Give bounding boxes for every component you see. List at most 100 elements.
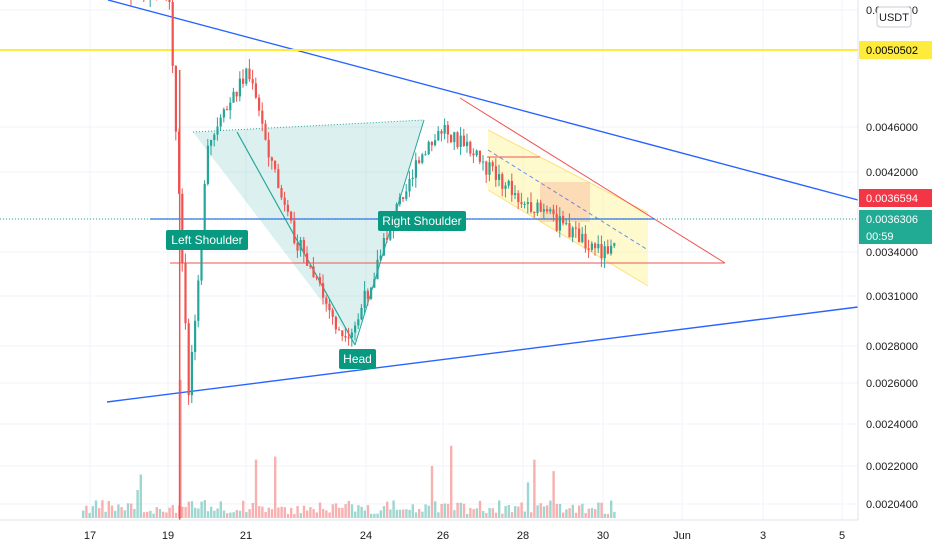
volume-bar — [158, 509, 162, 518]
volume-bar — [296, 506, 299, 518]
volume-bar — [117, 504, 120, 518]
candle-body — [168, 0, 171, 3]
volume-bar — [210, 506, 213, 518]
candle-body — [491, 162, 494, 167]
candle-body — [571, 227, 574, 238]
volume-bars — [82, 380, 616, 518]
volume-bar — [341, 507, 344, 518]
candle-body — [610, 245, 613, 254]
candle-body — [331, 310, 334, 317]
candle-body — [341, 330, 344, 337]
candle-body — [354, 325, 357, 333]
upper-trendline — [107, 0, 859, 201]
candle-body — [530, 202, 533, 212]
price-badge-text: 0.0050502 — [866, 45, 918, 57]
volume-bar — [338, 507, 341, 518]
volume-bar — [283, 507, 286, 518]
volume-bar — [568, 508, 571, 518]
candle-body — [206, 145, 209, 184]
volume-bar — [258, 506, 261, 518]
candle-body — [427, 141, 430, 155]
volume-bar — [357, 505, 360, 518]
pattern-label-bg — [166, 230, 248, 250]
candle-body — [229, 102, 232, 111]
candle-body — [232, 91, 235, 103]
candle-body — [203, 183, 206, 238]
candle-body — [542, 209, 545, 212]
candle-body — [370, 287, 373, 299]
volume-bar — [430, 466, 434, 518]
price-tick-label: 0.0026000 — [866, 378, 918, 390]
pattern-drawings — [0, 0, 859, 403]
volume-bar — [405, 509, 408, 518]
volume-bar — [114, 510, 117, 518]
volume-bar — [184, 507, 187, 518]
volume-bar — [552, 471, 555, 518]
volume-bar — [139, 474, 142, 518]
candle-body — [222, 109, 225, 118]
grid — [0, 0, 858, 520]
volume-bar — [347, 500, 350, 518]
volume-bar — [315, 512, 318, 518]
volume-bar — [245, 512, 248, 518]
volume-bar — [318, 502, 322, 518]
candle-body — [270, 157, 273, 161]
volume-bar — [427, 505, 430, 518]
volume-bar — [530, 512, 533, 518]
candle-body — [357, 319, 360, 326]
volume-bar — [312, 509, 315, 518]
candle-body — [549, 209, 552, 212]
price-tick-label: 0.0022000 — [866, 461, 918, 473]
countdown-badge — [859, 228, 932, 244]
volume-bar — [456, 502, 459, 518]
candle-body — [210, 139, 213, 146]
candle-body — [488, 162, 491, 175]
volume-bar — [434, 501, 437, 518]
volume-bar — [520, 502, 523, 518]
volume-bar — [424, 504, 427, 518]
candle-body — [469, 141, 472, 154]
price-tick-label: 0.0020400 — [866, 499, 918, 511]
currency-box[interactable] — [876, 6, 912, 28]
candle-body — [507, 180, 510, 186]
volume-bar — [133, 508, 136, 518]
volume-bar — [274, 456, 277, 518]
price-badge-text: 0.0036306 — [866, 214, 918, 226]
candle-body — [376, 259, 379, 280]
volume-bar — [206, 511, 210, 518]
volume-bar — [590, 508, 594, 518]
volume-bar — [261, 506, 264, 518]
candle-body — [526, 202, 529, 204]
volume-bar — [472, 509, 475, 518]
candle-body — [494, 166, 497, 180]
volume-bar — [104, 511, 107, 518]
volume-bar — [165, 512, 168, 518]
volume-bar — [194, 507, 197, 518]
candle-body — [482, 161, 485, 163]
volume-bar — [242, 500, 245, 518]
channel-midline — [487, 149, 649, 251]
pattern-label: Head — [343, 352, 372, 366]
candle-body — [597, 243, 600, 249]
volume-bar — [331, 504, 334, 518]
volume-bar — [130, 503, 133, 518]
candle-body — [568, 223, 571, 238]
volume-bar — [197, 508, 200, 518]
price-axis-bg — [858, 0, 932, 550]
volume-bar — [142, 512, 146, 518]
candle-body — [315, 277, 318, 279]
volume-bar — [280, 506, 283, 518]
candle-body — [267, 139, 270, 158]
volume-bar — [450, 445, 453, 518]
volume-bar — [606, 513, 610, 518]
volume-bar — [507, 505, 510, 518]
candle-body — [546, 209, 549, 212]
candle-body — [411, 177, 414, 180]
volume-bar — [120, 507, 123, 518]
red-range-box — [540, 182, 590, 222]
candle-body — [462, 135, 465, 147]
volume-bar — [200, 501, 203, 518]
volume-bar — [136, 489, 139, 518]
candle-body — [389, 230, 392, 240]
